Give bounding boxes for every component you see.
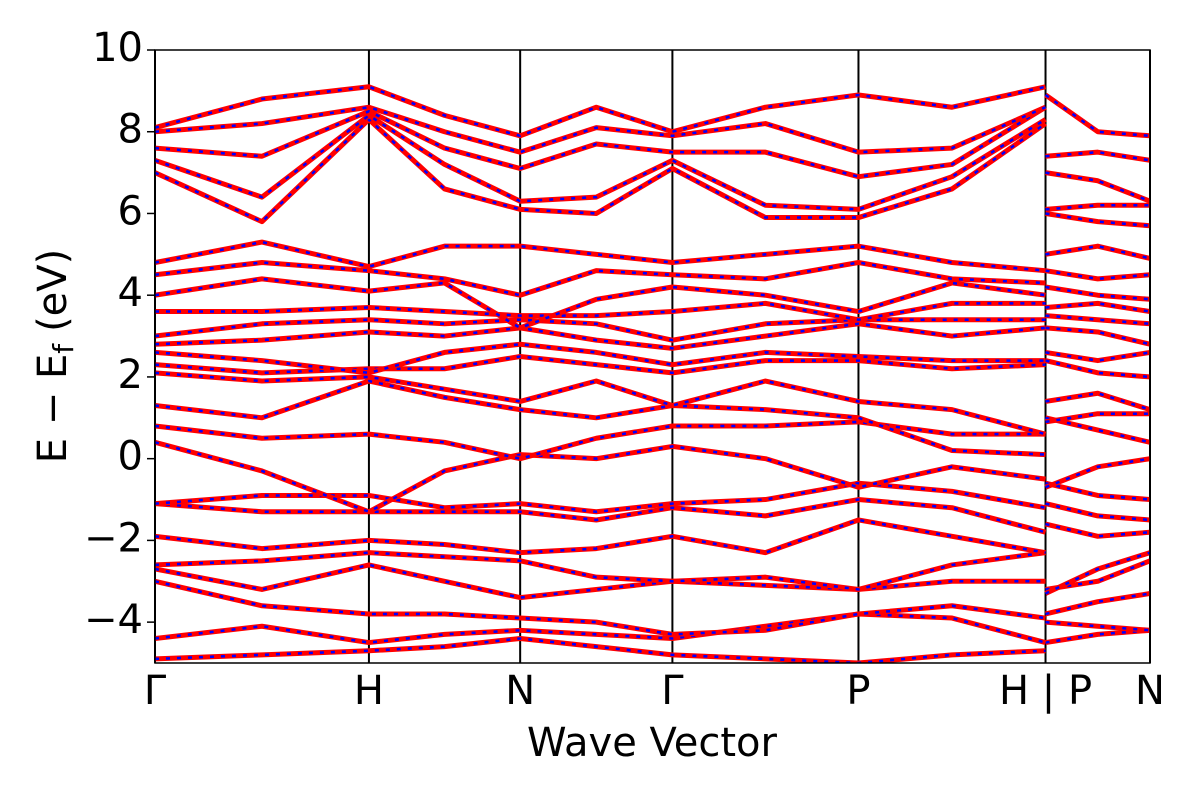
band-overlay bbox=[155, 314, 1150, 342]
band-overlay bbox=[155, 261, 1150, 297]
x-tick-label: Γ bbox=[144, 668, 167, 714]
band-overlay bbox=[155, 302, 1150, 321]
band-overlay bbox=[155, 106, 1150, 203]
x-tick-label: P bbox=[846, 668, 870, 714]
band-overlay bbox=[155, 85, 1150, 138]
band-line bbox=[155, 611, 1150, 646]
y-label-sub: f bbox=[47, 343, 80, 354]
y-label-part: E − E bbox=[30, 354, 76, 464]
band-overlay bbox=[155, 277, 1150, 330]
band-overlay bbox=[155, 612, 1150, 644]
x-axis-label: Wave Vector bbox=[527, 720, 778, 766]
band-overlay bbox=[155, 322, 1150, 350]
plot-frame bbox=[154, 49, 1151, 664]
band-line bbox=[155, 517, 1150, 556]
y-tick-label: 4 bbox=[118, 270, 143, 316]
band-line bbox=[155, 116, 1150, 229]
band-line bbox=[155, 550, 1150, 596]
x-tick-label: N bbox=[505, 668, 535, 714]
y-tick-label: 8 bbox=[118, 107, 143, 153]
band-line bbox=[155, 578, 1150, 637]
x-tick-label: H | P bbox=[999, 668, 1092, 714]
y-tick-label: 6 bbox=[118, 188, 143, 234]
y-tick-label: 0 bbox=[118, 434, 143, 480]
band-overlay bbox=[155, 416, 1150, 460]
band-overlay bbox=[155, 240, 1150, 272]
y-label-unit: (eV) bbox=[30, 249, 76, 332]
band-overlay bbox=[155, 559, 1150, 599]
band-overlay bbox=[155, 371, 1150, 436]
y-tick-label: 2 bbox=[118, 352, 143, 398]
band-overlay bbox=[155, 441, 1150, 514]
x-tick-label: N bbox=[1135, 668, 1165, 714]
band-overlay bbox=[155, 379, 1150, 456]
grid bbox=[154, 50, 1151, 663]
band-overlay bbox=[155, 551, 1150, 595]
y-tick-label: −4 bbox=[84, 597, 143, 643]
band-overlay bbox=[155, 629, 1150, 663]
x-tick-label: H bbox=[354, 668, 384, 714]
band-overlay bbox=[155, 498, 1150, 534]
y-axis-label: E − Ef (eV) bbox=[30, 249, 80, 464]
band-overlay bbox=[155, 113, 1150, 211]
bands bbox=[155, 84, 1150, 663]
x-tick-label: Γ bbox=[661, 668, 684, 714]
band-overlay bbox=[155, 105, 1150, 162]
y-tick-label: −2 bbox=[84, 515, 143, 561]
band-overlay bbox=[155, 518, 1150, 554]
band-overlay bbox=[155, 342, 1150, 375]
band-overlay bbox=[155, 580, 1150, 636]
band-line bbox=[155, 378, 1150, 458]
y-tick-label: 10 bbox=[92, 25, 143, 71]
band-overlay bbox=[155, 481, 1150, 514]
